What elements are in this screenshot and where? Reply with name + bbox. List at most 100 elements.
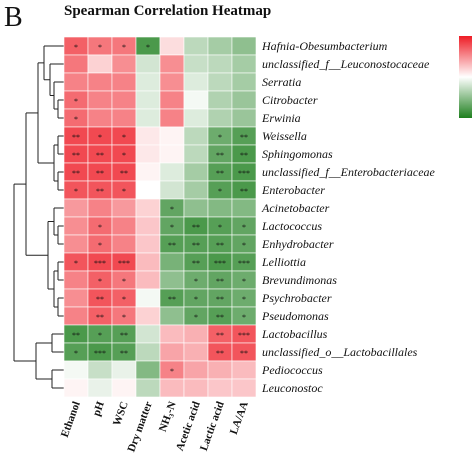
row-dendrogram <box>13 45 64 389</box>
heatmap-cell <box>135 342 161 362</box>
heatmap-cell <box>183 144 209 164</box>
row-label: Lactobacillus <box>261 327 328 341</box>
significance-star: *** <box>94 349 106 358</box>
row-label: Weissella <box>262 129 307 143</box>
significance-star: * <box>98 43 102 52</box>
heatmap-cell <box>111 234 137 254</box>
row-label: Pseudomonas <box>261 309 329 323</box>
heatmap-cell <box>159 90 185 110</box>
heatmap-cell <box>111 54 137 74</box>
significance-star: ** <box>216 169 224 178</box>
significance-star: * <box>98 277 102 286</box>
heatmap-cell <box>111 108 137 128</box>
significance-star: * <box>98 223 102 232</box>
significance-star: ** <box>168 295 176 304</box>
significance-star: ** <box>72 331 80 340</box>
heatmap-cell <box>159 378 185 398</box>
significance-star: ** <box>192 223 200 232</box>
heatmap-cell <box>135 126 161 146</box>
significance-star: * <box>242 313 246 322</box>
significance-star: ** <box>72 133 80 142</box>
heatmap-cell <box>207 90 233 110</box>
heatmap-cell <box>135 108 161 128</box>
heatmap-cell <box>135 54 161 74</box>
heatmap-cell <box>63 198 89 218</box>
row-label: unclassified_f__Leuconostocaceae <box>262 57 430 71</box>
heatmap-cell <box>183 54 209 74</box>
heatmap-cell <box>111 72 137 92</box>
column-label: pH <box>91 400 107 418</box>
significance-star: * <box>242 277 246 286</box>
heatmap-cell <box>207 54 233 74</box>
heatmap-cell <box>159 54 185 74</box>
significance-markers: * * * ***** * * * **** ** * ** **** ** ** ** **** ** * * **… <box>72 43 250 376</box>
significance-star: ** <box>216 295 224 304</box>
significance-star: * <box>74 43 78 52</box>
significance-star: *** <box>94 259 106 268</box>
significance-star: * <box>194 313 198 322</box>
heatmap-cell <box>183 162 209 182</box>
heatmap-cell <box>207 360 233 380</box>
column-label: LA/AA <box>228 400 251 436</box>
significance-star: * <box>122 187 126 196</box>
heatmap-cell <box>183 126 209 146</box>
heatmap-cell <box>159 108 185 128</box>
row-labels: Hafnia-Obesumbacterium unclassified_f__Le… <box>261 39 436 395</box>
significance-star: * <box>122 313 126 322</box>
heatmap-cell <box>231 54 257 74</box>
row-label: Citrobacter <box>262 93 318 107</box>
column-label: NH₃-N <box>157 400 179 434</box>
significance-star: *** <box>238 259 250 268</box>
row-label: unclassified_f__Enterobacteriaceae <box>262 165 436 179</box>
significance-star: ** <box>216 151 224 160</box>
heatmap-cell <box>135 90 161 110</box>
significance-star: * <box>74 97 78 106</box>
heatmap-cell <box>159 342 185 362</box>
heatmap-cell <box>87 198 113 218</box>
significance-star: *** <box>214 259 226 268</box>
significance-star: * <box>74 187 78 196</box>
row-label: Sphingomonas <box>262 147 333 161</box>
row-label: Enterobacter <box>261 183 325 197</box>
significance-star: * <box>98 241 102 250</box>
row-label: Brevundimonas <box>262 273 337 287</box>
significance-star: ** <box>216 313 224 322</box>
significance-star: * <box>122 43 126 52</box>
significance-star: *** <box>238 169 250 178</box>
significance-star: * <box>122 295 126 304</box>
heatmap-cell <box>63 270 89 290</box>
heatmap-cell <box>111 90 137 110</box>
significance-star: ** <box>120 169 128 178</box>
significance-star: ** <box>240 151 248 160</box>
heatmap-cell <box>159 324 185 344</box>
row-label: Serratia <box>262 75 301 89</box>
significance-star: * <box>122 277 126 286</box>
row-label: Hafnia-Obesumbacterium <box>261 39 388 53</box>
significance-star: * <box>242 241 246 250</box>
significance-star: * <box>242 295 246 304</box>
heatmap-cell <box>111 360 137 380</box>
row-label: Psychrobacter <box>261 291 332 305</box>
heatmap-cell <box>231 360 257 380</box>
heatmap-cell <box>183 324 209 344</box>
color-legend <box>459 36 472 118</box>
heatmap-cell <box>63 378 89 398</box>
significance-star: ** <box>192 241 200 250</box>
heatmap-cell <box>135 252 161 272</box>
heatmap-cell <box>135 360 161 380</box>
heatmap-cell <box>183 342 209 362</box>
chart-title: Spearman Correlation Heatmap <box>64 3 272 19</box>
heatmap-cell <box>231 36 257 56</box>
heatmap-cell <box>159 72 185 92</box>
significance-star: ** <box>240 133 248 142</box>
heatmap-cell <box>159 270 185 290</box>
significance-star: ** <box>96 313 104 322</box>
heatmap-cell <box>87 108 113 128</box>
heatmap-cell <box>159 36 185 56</box>
heatmap-cell <box>135 144 161 164</box>
heatmap-cell <box>135 306 161 326</box>
colorbar-gradient <box>459 36 472 118</box>
heatmap-cell <box>135 234 161 254</box>
heatmap-cell <box>135 198 161 218</box>
